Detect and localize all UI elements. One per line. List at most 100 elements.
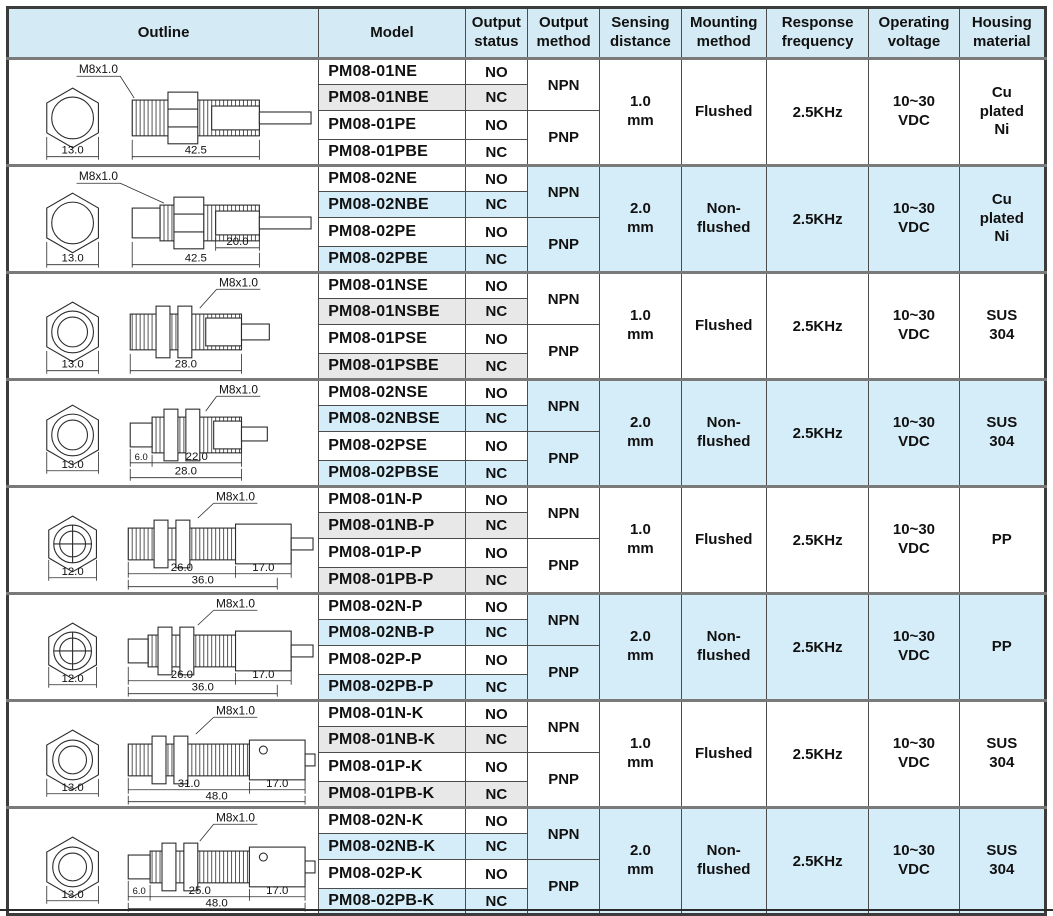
output-method-cell: PNP xyxy=(526,645,601,701)
svg-text:12.0: 12.0 xyxy=(61,566,83,578)
spec-sheet: Outline Model Output status Output metho… xyxy=(6,6,1047,916)
sensor-outline-drawing: M8x1.0 13.0 28.0 xyxy=(45,276,270,374)
output-status-cell: NO xyxy=(464,217,528,247)
mounting-method-cell: Flushed xyxy=(680,485,767,594)
svg-text:6.0: 6.0 xyxy=(132,885,145,896)
sensing-distance-cell: 2.0 mm xyxy=(599,164,682,273)
operating-voltage-cell: 10~30 VDC xyxy=(868,592,960,701)
operating-voltage-cell: 10~30 VDC xyxy=(868,699,960,808)
header-housing-material: Housing material xyxy=(958,7,1047,60)
output-status-cell: NO xyxy=(464,57,528,85)
table-row: PM08-01NBE NC xyxy=(8,84,1046,111)
svg-text:12.0: 12.0 xyxy=(61,673,83,685)
output-status-cell: NC xyxy=(464,833,528,860)
model-cell: PM08-02PB-P xyxy=(318,674,466,701)
header-sensing-distance: Sensing distance xyxy=(599,7,682,60)
model-cell: PM08-02NE xyxy=(318,164,466,192)
svg-text:36.0: 36.0 xyxy=(191,682,213,694)
table-row: PM08-01PSBE NC xyxy=(8,353,1046,380)
spec-table: Outline Model Output status Output metho… xyxy=(6,6,1047,916)
svg-text:42.5: 42.5 xyxy=(184,145,206,157)
model-cell: PM08-01PE xyxy=(318,110,466,140)
output-status-cell: NO xyxy=(464,806,528,834)
output-method-cell: NPN xyxy=(526,592,601,646)
operating-voltage-cell: 10~30 VDC xyxy=(868,378,960,487)
output-status-cell: NC xyxy=(464,567,528,594)
svg-text:36.0: 36.0 xyxy=(191,575,213,587)
response-frequency-cell: 2.5KHz xyxy=(765,378,870,487)
output-status-cell: NO xyxy=(464,699,528,727)
model-cell: PM08-02P-K xyxy=(318,859,466,889)
output-status-cell: NO xyxy=(464,378,528,406)
header-response-frequency: Response frequency xyxy=(765,7,870,60)
output-status-cell: NO xyxy=(464,538,528,568)
svg-text:17.0: 17.0 xyxy=(252,669,274,681)
output-status-cell: NC xyxy=(464,298,528,325)
svg-text:13.0: 13.0 xyxy=(61,359,83,371)
table-row: M8x1.0 20.0 13.0 42.5 PM08-02NE NO NPN 2… xyxy=(6,164,1047,273)
model-cell: PM08-01NB-K xyxy=(318,726,466,753)
model-cell: PM08-01PSE xyxy=(318,324,466,354)
outline-cell: M8x1.0 13.0 31.0 17.0 48.0 xyxy=(6,699,320,808)
housing-material-cell: PP xyxy=(958,485,1047,594)
table-row: M8x1.0 13.0 42.5 PM08-01NE NO NPN 1.0 mm… xyxy=(6,57,1047,166)
table-row: PM08-01PSE NO PNP xyxy=(8,324,1046,380)
table-row: PM08-02PBSE NC xyxy=(8,460,1046,487)
output-method-cell: NPN xyxy=(526,699,601,753)
table-row: PM08-01NB-K NC xyxy=(8,726,1046,753)
svg-text:13.0: 13.0 xyxy=(61,889,83,901)
response-frequency-cell: 2.5KHz xyxy=(765,57,870,166)
svg-text:M8x1.0: M8x1.0 xyxy=(216,489,255,503)
output-status-cell: NC xyxy=(464,726,528,753)
model-cell: PM08-02NB-P xyxy=(318,619,466,646)
sensor-outline-drawing: M8x1.0 13.0 31.0 17.0 48.0 xyxy=(45,703,316,805)
response-frequency-cell: 2.5KHz xyxy=(765,271,870,380)
sensor-outline-drawing: M8x1.0 12.0 26.0 17.0 36.0 xyxy=(47,489,314,590)
model-cell: PM08-01NBE xyxy=(318,84,466,111)
operating-voltage-cell: 10~30 VDC xyxy=(868,271,960,380)
model-cell: PM08-01PSBE xyxy=(318,353,466,380)
model-cell: PM08-02NBE xyxy=(318,191,466,218)
output-status-cell: NC xyxy=(464,246,528,273)
outline-cell: M8x1.0 12.0 26.0 17.0 36.0 xyxy=(6,485,320,594)
output-method-cell: NPN xyxy=(526,378,601,432)
svg-text:M8x1.0: M8x1.0 xyxy=(78,62,117,76)
model-cell: PM08-01N-K xyxy=(318,699,466,727)
mounting-method-cell: Non- flushed xyxy=(680,592,767,701)
svg-text:M8x1.0: M8x1.0 xyxy=(216,703,255,717)
output-status-cell: NO xyxy=(464,485,528,513)
output-status-cell: NC xyxy=(464,405,528,432)
model-cell: PM08-01N-P xyxy=(318,485,466,513)
svg-text:28.0: 28.0 xyxy=(174,359,196,371)
svg-text:48.0: 48.0 xyxy=(205,898,227,910)
output-status-cell: NO xyxy=(464,592,528,620)
sensing-distance-cell: 2.0 mm xyxy=(599,592,682,701)
housing-material-cell: Cu plated Ni xyxy=(958,57,1047,166)
output-status-cell: NC xyxy=(464,353,528,380)
header-model: Model xyxy=(318,7,466,60)
operating-voltage-cell: 10~30 VDC xyxy=(868,806,960,915)
svg-text:M8x1.0: M8x1.0 xyxy=(78,169,117,183)
table-row: M8x1.0 12.0 26.0 17.0 36.0 PM08-01N-P NO… xyxy=(6,485,1047,594)
housing-material-cell: SUS 304 xyxy=(958,271,1047,380)
model-cell: PM08-02NSE xyxy=(318,378,466,406)
model-cell: PM08-02PBSE xyxy=(318,460,466,487)
sensor-outline-drawing: M8x1.0 13.0 42.5 xyxy=(45,62,312,160)
svg-text:13.0: 13.0 xyxy=(61,782,83,794)
mounting-method-cell: Flushed xyxy=(680,57,767,166)
output-status-cell: NC xyxy=(464,512,528,539)
table-row: PM08-01PB-P NC xyxy=(8,567,1046,594)
response-frequency-cell: 2.5KHz xyxy=(765,806,870,915)
header-output-method: Output method xyxy=(526,7,601,60)
output-status-cell: NO xyxy=(464,110,528,140)
svg-text:M8x1.0: M8x1.0 xyxy=(216,596,255,610)
table-row: PM08-01PBE NC xyxy=(8,139,1046,166)
housing-material-cell: SUS 304 xyxy=(958,699,1047,808)
model-cell: PM08-01NE xyxy=(318,57,466,85)
output-method-cell: PNP xyxy=(526,431,601,487)
table-row: M8x1.0 13.0 28.0 PM08-01NSE NO NPN 1.0 m… xyxy=(6,271,1047,380)
output-method-cell: NPN xyxy=(526,485,601,539)
output-method-cell: NPN xyxy=(526,806,601,860)
output-status-cell: NC xyxy=(464,619,528,646)
housing-material-cell: SUS 304 xyxy=(958,806,1047,915)
